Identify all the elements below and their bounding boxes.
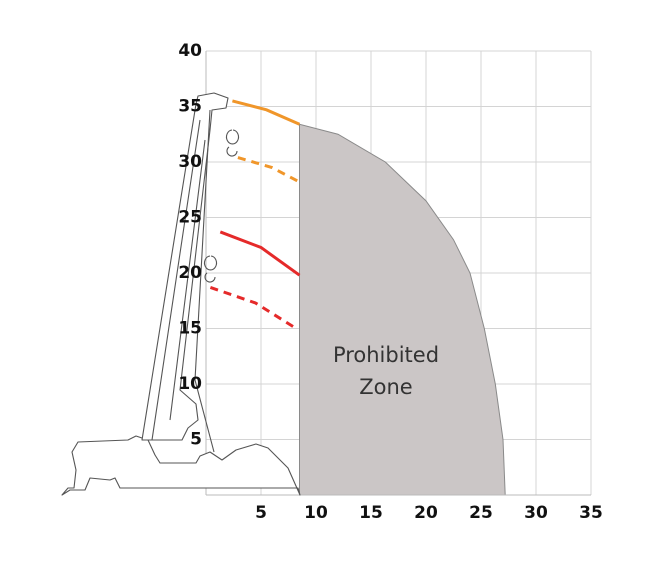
x-tick-label: 30 <box>524 503 548 523</box>
grid <box>206 50 592 495</box>
series-layer <box>209 99 301 330</box>
y-tick-label: 25 <box>178 208 202 228</box>
y-tick-label: 20 <box>178 263 202 283</box>
zone-layer <box>299 123 506 496</box>
load-curve <box>219 230 301 277</box>
x-tick-label: 5 <box>255 503 267 523</box>
prohibited-zone <box>299 123 506 496</box>
labels: 5 10 15 20 25 30 35 5 10 15 20 25 30 35 40 Prohibited Zo… <box>178 41 603 523</box>
y-tick-label: 30 <box>178 152 202 172</box>
crane-hook-1 <box>225 129 240 157</box>
crane-silhouette <box>61 92 301 496</box>
x-tick-label: 25 <box>469 503 493 523</box>
x-tick-label: 20 <box>414 503 438 523</box>
x-tick-label: 10 <box>304 503 328 523</box>
zone-label: Prohibited <box>333 343 439 367</box>
y-tick-label: 15 <box>178 319 202 339</box>
load-curve <box>209 286 297 330</box>
load-curve <box>232 99 301 126</box>
x-tick-label: 35 <box>579 503 603 523</box>
y-tick-label: 10 <box>178 374 202 394</box>
y-tick-label: 35 <box>178 97 202 117</box>
crane-boom <box>141 92 229 441</box>
crane-hook-2 <box>203 255 218 283</box>
x-tick-label: 15 <box>359 503 383 523</box>
crane-boom-inner <box>151 109 215 453</box>
y-tick-label: 40 <box>178 41 202 61</box>
load-curve <box>237 156 301 184</box>
zone-label: Zone <box>359 375 412 399</box>
y-tick-label: 5 <box>190 430 202 450</box>
crane-base <box>61 435 301 496</box>
